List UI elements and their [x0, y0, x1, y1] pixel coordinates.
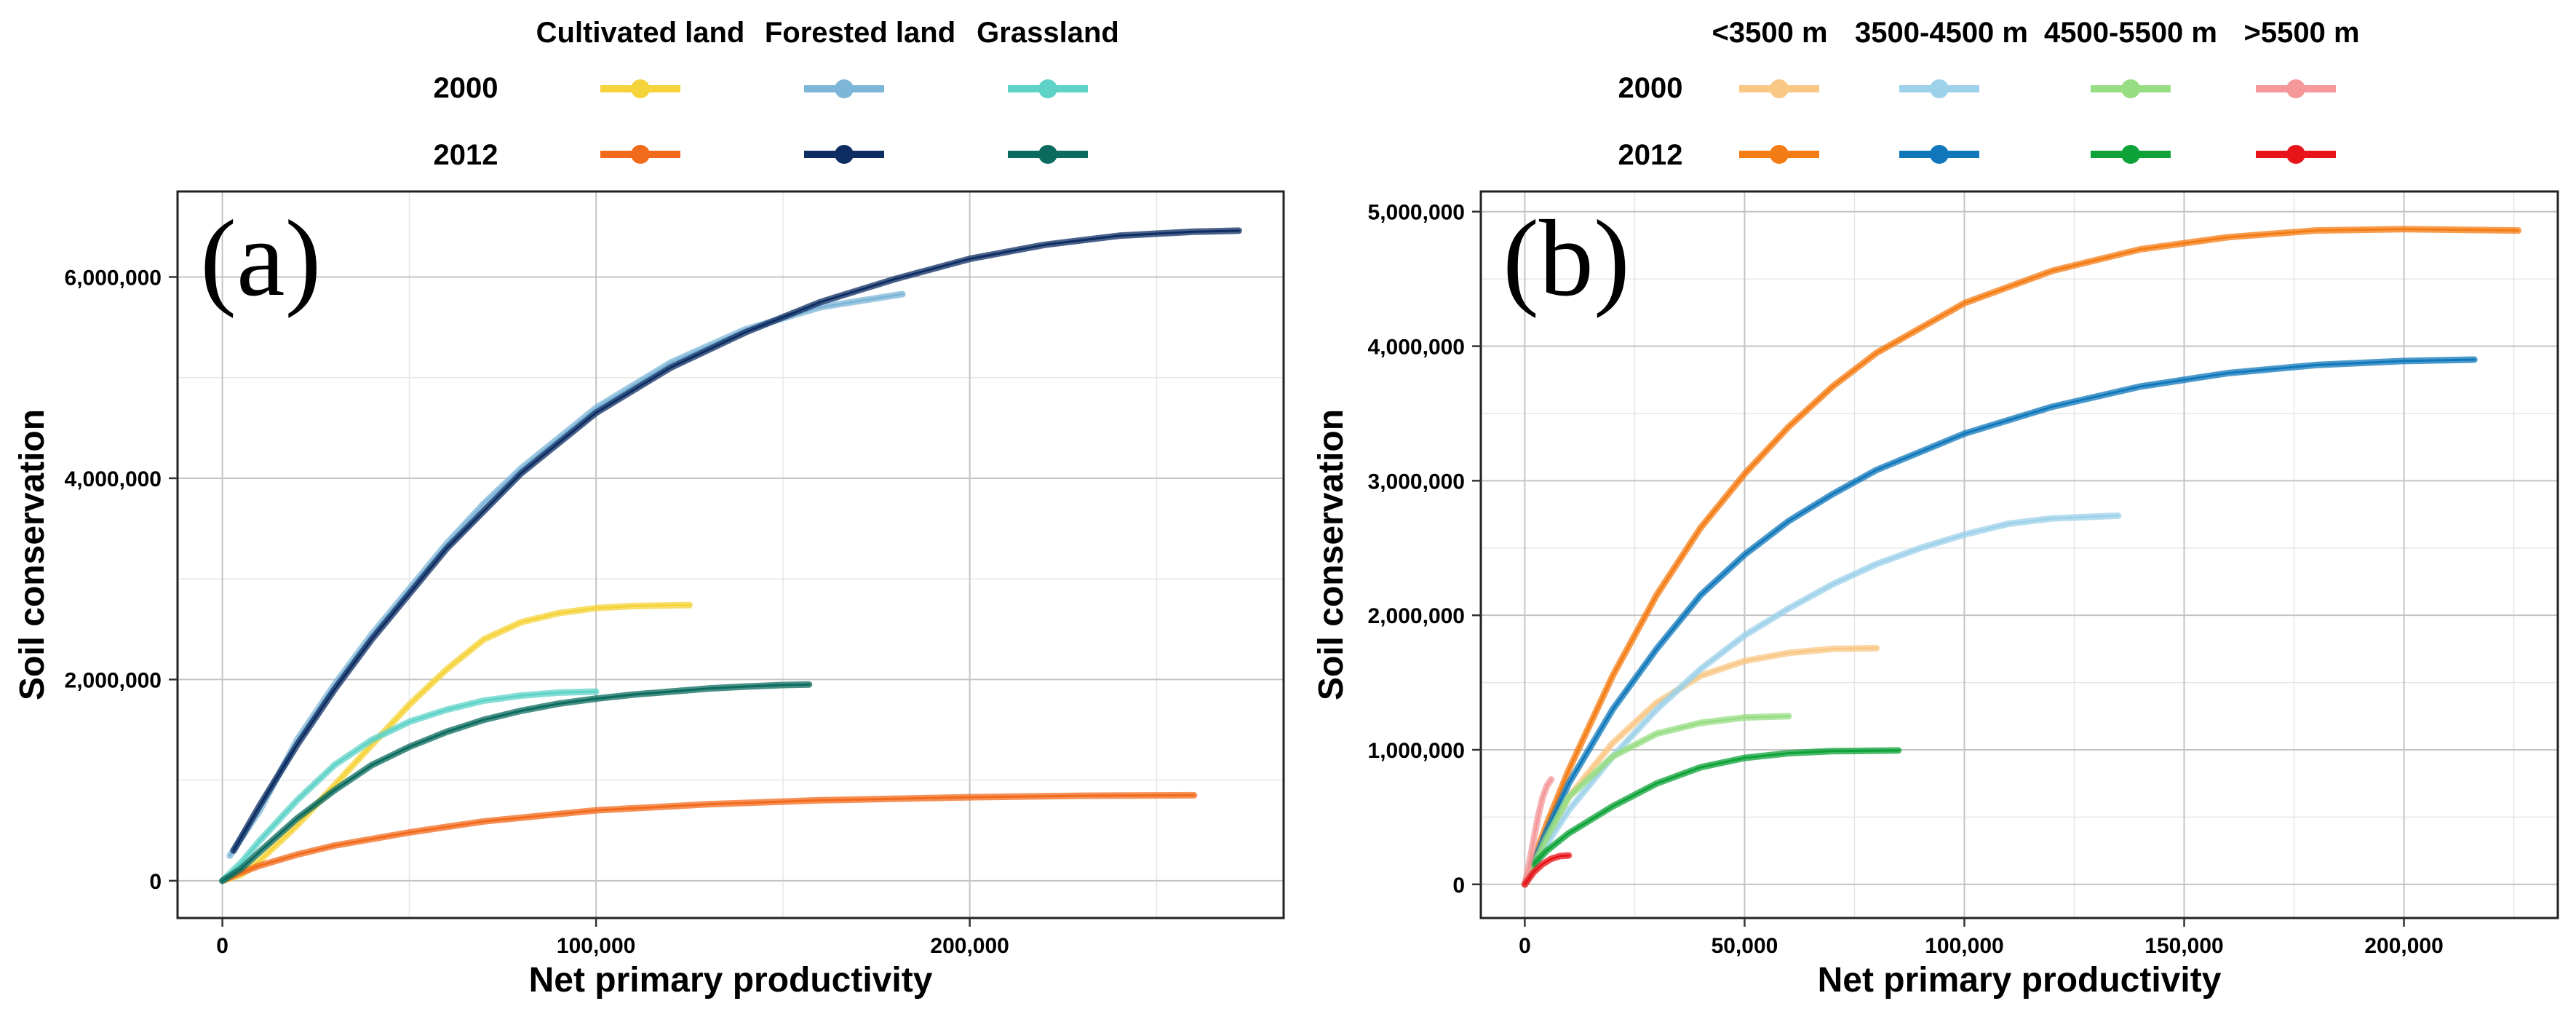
legend-key-grassland-2000-dot — [1038, 79, 1057, 98]
legend-key-3500-m-2012-dot — [1770, 145, 1789, 164]
legend-key-3500-m-2000-dot — [1770, 79, 1789, 98]
series-3500-4500-m-2000-band — [1521, 512, 2122, 888]
x-tick-label: 0 — [1519, 934, 1531, 958]
legend-key-cultivated-land-2000-dot — [631, 79, 650, 98]
y-tick-label: 6,000,000 — [65, 266, 162, 290]
series-5500-m-2000-line — [1523, 778, 1553, 886]
legend-key-cultivated-land-2012-dot — [631, 145, 650, 164]
legend-a-col-cultivated: Cultivated land — [536, 17, 745, 49]
x-tick-label: 50,000 — [1712, 934, 1778, 958]
legend-key-5500-m-2012-dot — [2286, 145, 2305, 164]
x-axis-title-b: Net primary productivity — [1818, 961, 2222, 1000]
legend-a-row-2012: 2012 — [434, 139, 498, 171]
legend-key-3500-4500-m-2012-dot — [1930, 145, 1949, 164]
legend-b-col-3500-4500: 3500-4500 m — [1855, 17, 2028, 49]
x-axis-title-a: Net primary productivity — [529, 961, 933, 1000]
legend-b-row-2012: 2012 — [1618, 139, 1683, 171]
y-axis-title-a: Soil conservation — [13, 409, 52, 700]
legend-a-col-forested: Forested land — [765, 17, 955, 49]
y-tick-label: 1,000,000 — [1368, 739, 1465, 763]
series-3500-4500-m-2012-band — [1521, 356, 2478, 888]
y-tick-label: 2,000,000 — [65, 668, 162, 692]
series-cultivated-land-2012-line — [221, 794, 1196, 882]
y-tick-label: 4,000,000 — [65, 467, 162, 491]
legend-key-4500-5500-m-2000-dot — [2121, 79, 2140, 98]
y-tick-label: 3,000,000 — [1368, 470, 1465, 494]
y-tick-label: 0 — [1452, 874, 1465, 898]
series-5500-m-2012-line — [1523, 854, 1570, 886]
legend-key-5500-m-2000-dot — [2286, 79, 2305, 98]
series-grassland-2012-line — [221, 683, 811, 882]
legend-a: Cultivated land Forested land Grassland … — [434, 17, 1119, 171]
series-3500-m-2012-band — [1521, 226, 2522, 888]
panel-label-b: (b) — [1503, 198, 1630, 319]
legend-key-forested-land-2012-dot — [835, 145, 854, 164]
series-cultivated-land-2012-band — [219, 791, 1198, 885]
x-tick-label: 150,000 — [2144, 934, 2223, 958]
x-tick-label: 0 — [216, 934, 228, 958]
series-cultivated-land-2000-line — [221, 604, 691, 882]
y-tick-label: 0 — [149, 870, 162, 894]
legend-b: <3500 m 3500-4500 m 4500-5500 m >5500 m … — [1618, 17, 2360, 171]
x-tick-label: 200,000 — [2364, 934, 2443, 958]
chart-panel-a: (a) 0 100,000 200,000 0 2,000,000 4,000,000 6,… — [13, 190, 1285, 1000]
series-4500-5500-m-2000-band — [1521, 713, 1792, 888]
series-4500-5500-m-2000-line — [1523, 715, 1790, 886]
x-tick-label: 100,000 — [557, 934, 635, 958]
series-3500-m-2012-line — [1523, 228, 2520, 886]
legend-key-grassland-2012-dot — [1038, 145, 1057, 164]
series-3500-4500-m-2000-line — [1523, 514, 2120, 886]
legend-a-row-2000: 2000 — [434, 72, 498, 104]
legend-a-col-grassland: Grassland — [977, 17, 1119, 49]
y-axis-title-b: Soil conservation — [1312, 409, 1351, 700]
x-tick-label: 200,000 — [930, 934, 1009, 958]
series-grassland-2000-line — [221, 690, 597, 882]
panel-label-a: (a) — [200, 198, 321, 319]
chart-panel-b: (b) 0 50,000 100,000 150,000 200,000 0 1,000,0… — [1312, 190, 2559, 1000]
legend-b-col-lt3500: <3500 m — [1712, 17, 1827, 49]
legend-key-4500-5500-m-2012-dot — [2121, 145, 2140, 164]
y-tick-label: 4,000,000 — [1368, 336, 1465, 360]
series-4500-5500-m-2012-line — [1533, 749, 1900, 866]
plot-frame-b — [1479, 190, 2559, 919]
y-tick-label: 5,000,000 — [1368, 201, 1465, 225]
x-tick-label: 100,000 — [1925, 934, 2003, 958]
legend-b-col-gt5500: >5500 m — [2243, 17, 2359, 49]
legend-key-3500-4500-m-2000-dot — [1930, 79, 1949, 98]
legend-b-row-2000: 2000 — [1618, 72, 1683, 104]
legend-key-forested-land-2000-dot — [835, 79, 854, 98]
plot-frame-a — [176, 190, 1285, 919]
series-3500-4500-m-2012-line — [1523, 358, 2476, 886]
series-4500-5500-m-2012-band — [1530, 747, 1902, 868]
series-forested-land-2012-line — [232, 229, 1240, 852]
legend-b-col-4500-5500: 4500-5500 m — [2044, 17, 2217, 49]
y-tick-label: 2,000,000 — [1368, 604, 1465, 628]
